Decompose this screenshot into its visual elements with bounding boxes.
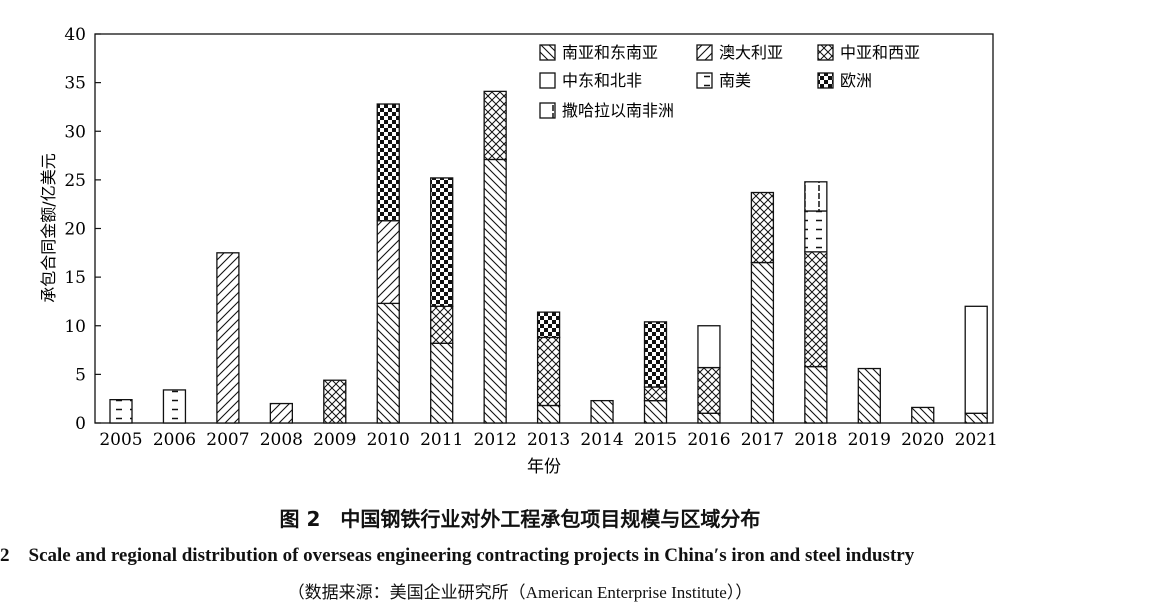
- bar-segment-southamerica: [804, 210, 828, 253]
- x-tick-label: 2019: [848, 430, 891, 450]
- x-axis: 2005 2006 2007 2008 2009 2010 2011 2012 2013 2014…: [99, 418, 998, 450]
- y-axis: 0 5 10 15 20 25 30 35 40: [64, 25, 101, 434]
- legend-label: 南亚和东南亚: [562, 43, 658, 62]
- stacked-bar-chart: 0 5 10 15 20 25 30 35 40 2005 2006 2007 2008 2009 201…: [39, 25, 998, 477]
- bar-segment-southasia: [590, 399, 614, 424]
- bar-segment-southasia: [697, 412, 721, 424]
- x-tick-label: 2014: [580, 430, 623, 450]
- bar-segment-southasia: [857, 367, 881, 424]
- legend-swatch-europe: [817, 72, 834, 89]
- y-axis-label: 承包合同金额/亿美元: [39, 153, 58, 302]
- legend-label: 澳大利亚: [719, 43, 783, 62]
- caption-title-cn: 图 2 中国钢铁行业对外工程承包项目规模与区域分布: [279, 507, 761, 531]
- x-tick-label: 2021: [955, 430, 998, 450]
- bar-segment-australia: [376, 220, 400, 305]
- y-tick-label: 15: [64, 268, 86, 288]
- y-tick-label: 25: [64, 171, 86, 191]
- legend-label: 南美: [719, 71, 751, 90]
- legend-swatch-australia: [696, 44, 713, 61]
- legend-label: 中亚和西亚: [840, 43, 920, 62]
- caption-source: （数据来源：美国企业研究所（American Enterprise Instit…: [287, 583, 753, 602]
- x-tick-label: 2017: [741, 430, 784, 450]
- y-tick-label: 10: [64, 317, 86, 337]
- x-tick-label: 2015: [634, 430, 677, 450]
- legend-swatch-middleeast: [539, 72, 556, 89]
- bar-segment-southasia: [964, 412, 988, 424]
- legend-swatch-southasia: [539, 44, 556, 61]
- bar-segment-southasia: [483, 158, 507, 424]
- y-tick-label: 20: [64, 220, 86, 240]
- bar-segment-southasia: [911, 406, 935, 424]
- x-tick-label: 2016: [687, 430, 730, 450]
- legend-label: 欧洲: [840, 71, 872, 90]
- x-tick-label: 2018: [794, 430, 837, 450]
- bar-segment-europe: [643, 321, 668, 388]
- bar-segment-southamerica: [162, 389, 187, 424]
- x-tick-label: 2005: [99, 430, 142, 450]
- bar-segment-southasia: [536, 404, 561, 424]
- bar-segment-centralasia: [697, 366, 721, 414]
- bar-segment-southasia: [643, 399, 668, 424]
- x-tick-label: 2013: [527, 430, 570, 450]
- legend-label: 中东和北非: [562, 71, 642, 90]
- y-tick-label: 0: [75, 414, 86, 434]
- caption-title-en: 2 Scale and regional distribution of ove…: [0, 545, 915, 566]
- x-tick-label: 2007: [206, 430, 249, 450]
- x-tick-label: 2011: [420, 430, 463, 450]
- bar-segment-australia: [216, 252, 240, 424]
- bars-group: [109, 90, 988, 424]
- y-tick-label: 5: [75, 365, 86, 385]
- bar-segment-centralasia: [804, 251, 828, 368]
- x-tick-label: 2008: [260, 430, 303, 450]
- bar-segment-southamerica: [109, 399, 133, 424]
- x-tick-label: 2009: [313, 430, 356, 450]
- x-tick-label: 2012: [474, 430, 517, 450]
- bar-segment-southasia: [430, 342, 454, 424]
- legend-swatch-centralasia: [817, 44, 834, 61]
- bar-segment-africa: [804, 181, 828, 212]
- legend-swatch-africa: [539, 102, 556, 119]
- y-tick-label: 35: [64, 74, 86, 94]
- bar-segment-middleeast: [697, 325, 721, 369]
- bar-segment-centralasia: [536, 336, 561, 407]
- x-tick-label: 2010: [367, 430, 410, 450]
- bar-segment-middleeast: [964, 305, 988, 414]
- x-axis-label: 年份: [527, 457, 561, 477]
- bar-segment-centralasia: [483, 90, 507, 161]
- bar-segment-australia: [269, 402, 294, 424]
- bar-segment-europe: [430, 177, 454, 307]
- bar-segment-southasia: [376, 302, 400, 424]
- bar-segment-centralasia: [323, 379, 347, 424]
- x-tick-label: 2020: [901, 430, 944, 450]
- bar-segment-centralasia: [750, 191, 775, 264]
- y-tick-label: 30: [64, 122, 86, 142]
- bar-segment-southasia: [804, 365, 828, 424]
- bar-segment-centralasia: [643, 386, 668, 402]
- x-tick-label: 2006: [153, 430, 196, 450]
- legend-label: 撒哈拉以南非洲: [562, 101, 674, 120]
- bar-segment-centralasia: [430, 305, 454, 344]
- bar-segment-europe: [536, 311, 561, 339]
- bar-segment-southasia: [750, 261, 775, 424]
- legend-swatch-southamerica: [696, 72, 713, 89]
- y-tick-label: 40: [64, 25, 86, 45]
- bar-segment-europe: [376, 103, 400, 222]
